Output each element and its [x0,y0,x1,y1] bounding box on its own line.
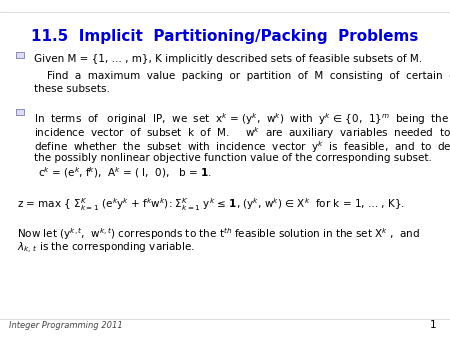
Text: the possibly nonlinear objective function value of the corresponding subset.: the possibly nonlinear objective functio… [34,153,432,164]
FancyBboxPatch shape [16,52,24,58]
Text: 1: 1 [430,319,436,330]
Text: 11.5  Implicit  Partitioning/Packing  Problems: 11.5 Implicit Partitioning/Packing Probl… [32,29,419,44]
Text: Now let (y$^{k,t}$,  w$^{k,t}$) corresponds to the t$^{th}$ feasible solution in: Now let (y$^{k,t}$, w$^{k,t}$) correspon… [17,226,420,242]
Text: incidence  vector  of  subset  k  of  M.     w$^k$  are  auxiliary  variables  n: incidence vector of subset k of M. w$^k$… [34,125,450,141]
FancyBboxPatch shape [16,109,24,115]
Text: c$^k$ = (e$^k$, f$^k$),  A$^k$ = ( I,  0),   b = $\mathbf{1}$.: c$^k$ = (e$^k$, f$^k$), A$^k$ = ( I, 0),… [38,166,212,180]
Text: Integer Programming 2011: Integer Programming 2011 [9,320,123,330]
Text: Find  a  maximum  value  packing  or  partition  of  M  consisting  of  certain : Find a maximum value packing or partitio… [47,71,450,81]
Text: define  whether  the  subset  with  incidence  vector  y$^k$  is  feasible,  and: define whether the subset with incidence… [34,139,450,155]
Text: z = max { $\Sigma_{k=1}^K$ (e$^k$y$^k$ + f$^k$w$^k$): $\Sigma_{k=1}^K$ y$^k$ ≤ $: z = max { $\Sigma_{k=1}^K$ (e$^k$y$^k$ +… [17,196,405,213]
Text: $\lambda_{k,\, t}$ is the corresponding variable.: $\lambda_{k,\, t}$ is the corresponding … [17,241,195,256]
Text: these subsets.: these subsets. [34,84,110,95]
Text: In  terms  of   original  IP,  we  set  x$^k$ = (y$^k$,  w$^k$)  with  y$^k$ ∈ {: In terms of original IP, we set x$^k$ = … [34,111,449,127]
Text: Given M = {1, … , m}, K implicitly described sets of feasible subsets of M.: Given M = {1, … , m}, K implicitly descr… [34,54,422,64]
